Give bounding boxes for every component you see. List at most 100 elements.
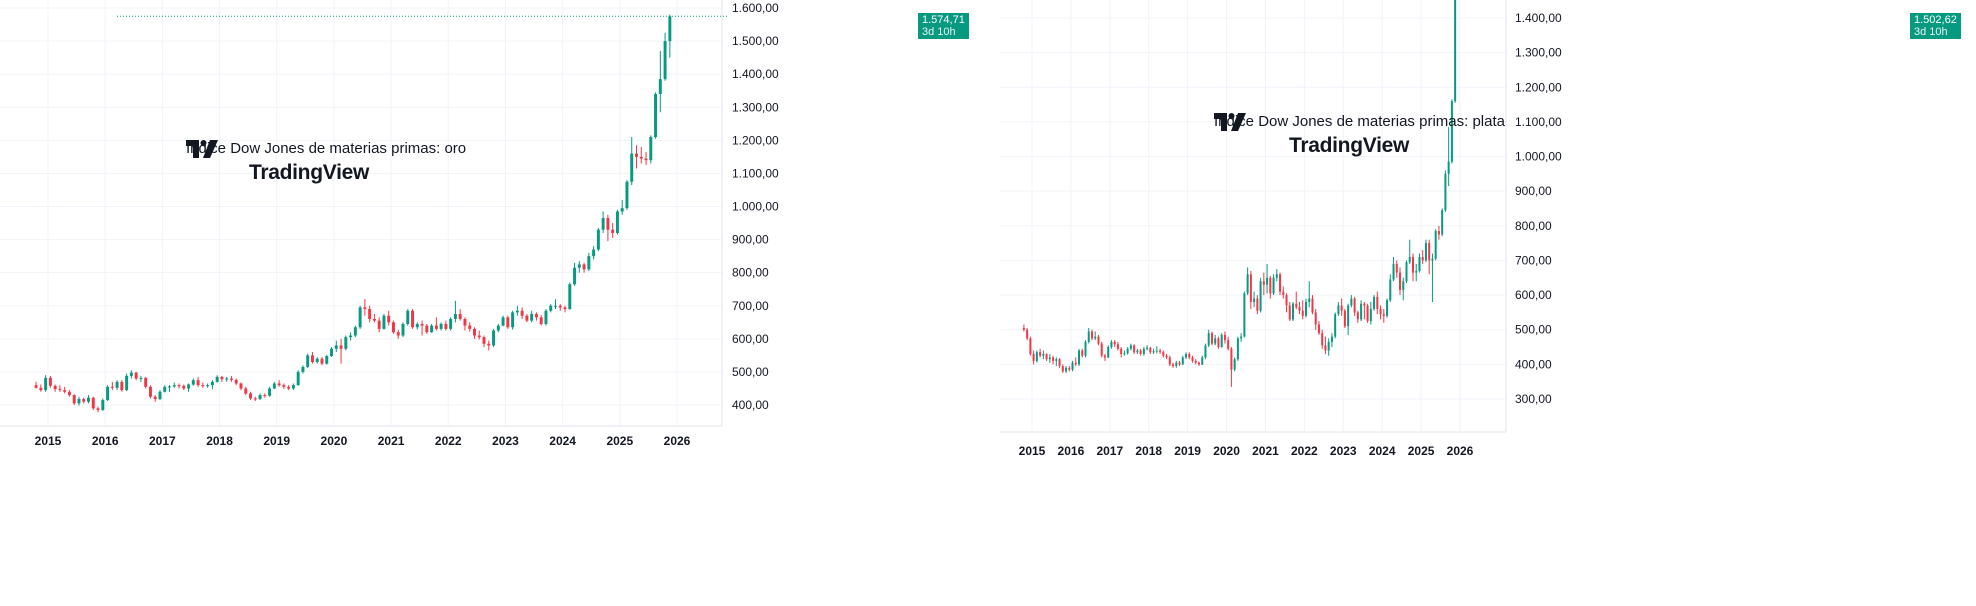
- price-tick-label: 900,00: [1515, 184, 1552, 198]
- candle-body: [1123, 353, 1126, 355]
- candle-body: [1269, 277, 1272, 294]
- candle-body: [1142, 348, 1145, 354]
- tradingview-logo: TradingView: [1214, 113, 1505, 158]
- candle-body: [1249, 274, 1252, 303]
- candle-body: [1308, 298, 1311, 303]
- candle-body: [1399, 272, 1402, 290]
- candle: [58, 385, 62, 392]
- candle: [196, 376, 200, 387]
- candle: [277, 380, 281, 387]
- candle-body: [1168, 357, 1171, 365]
- candle: [1444, 170, 1447, 212]
- candle-body: [1275, 274, 1278, 278]
- candle: [1204, 343, 1207, 360]
- price-tick-label: 600,00: [1515, 288, 1552, 302]
- candle: [125, 373, 129, 392]
- candle: [1172, 362, 1175, 368]
- price-tick-label: 800,00: [732, 266, 769, 280]
- price-tick-label: 1.200,00: [1515, 80, 1562, 94]
- candle-body: [425, 325, 429, 333]
- candle-body: [1217, 338, 1220, 348]
- candle: [310, 352, 314, 364]
- candle: [1292, 302, 1295, 322]
- candle: [34, 381, 38, 389]
- candle-body: [48, 377, 52, 386]
- time-axis[interactable]: 2015 2016 2017 2018 2019 2020 2021 2022 2023 2024…: [1019, 444, 1474, 458]
- candle-body: [110, 386, 114, 388]
- silver-chart-canvas[interactable]: 300,00 400,00 500,00 600,00 700,00 800,00 900,…: [1000, 0, 1976, 606]
- last-price-badge: 1.574,71 3d 10h: [918, 13, 969, 39]
- candle-body: [67, 391, 71, 396]
- time-axis[interactable]: 2015 2016 2017 2018 2019 2020 2021 2022 2023 2024…: [35, 434, 691, 448]
- candle: [1411, 253, 1414, 282]
- candle-body: [168, 386, 171, 388]
- candle: [1437, 225, 1440, 240]
- candle: [1120, 347, 1123, 358]
- price-tick-label: 900,00: [732, 233, 769, 247]
- candle-body: [87, 397, 90, 402]
- candle-body: [1253, 298, 1256, 303]
- last-price-badge: 1.502,62 3d 10h: [1910, 13, 1961, 39]
- candle: [544, 309, 548, 326]
- candle-body: [34, 385, 38, 388]
- candle-body: [1227, 340, 1230, 349]
- silver-chart-panel: 300,00 400,00 500,00 600,00 700,00 800,00 900,…: [1000, 0, 1976, 606]
- price-axis[interactable]: 300,00 400,00 500,00 600,00 700,00 800,00 900,…: [1515, 11, 1562, 406]
- candle-body: [473, 328, 476, 336]
- candle: [263, 393, 267, 398]
- candle: [139, 375, 143, 382]
- candle: [1194, 359, 1197, 365]
- candle: [1236, 336, 1239, 361]
- gold-chart-canvas[interactable]: 400,00 500,00 600,00 700,00 800,00 900,00 1.00…: [0, 0, 1000, 606]
- candle: [134, 371, 138, 381]
- candle-body: [1220, 334, 1223, 348]
- candle: [649, 135, 653, 164]
- candle-body: [534, 314, 538, 318]
- candle: [206, 383, 210, 388]
- candle-body: [239, 383, 243, 389]
- candle-body: [1136, 350, 1139, 353]
- candle-body: [654, 94, 658, 138]
- candle-body: [449, 318, 453, 329]
- candle: [129, 370, 133, 379]
- candle: [530, 310, 534, 323]
- candle: [663, 32, 667, 81]
- time-tick-label: 2019: [1174, 444, 1201, 458]
- candle: [1123, 350, 1126, 356]
- candle: [558, 304, 562, 311]
- candle: [1350, 295, 1353, 308]
- candle-body: [1402, 281, 1405, 290]
- candle: [358, 305, 362, 329]
- candle-body: [1094, 336, 1097, 339]
- candle-body: [96, 408, 100, 410]
- candle: [229, 375, 233, 382]
- time-tick-label: 2020: [321, 434, 348, 448]
- time-tick-label: 2024: [1369, 444, 1396, 458]
- candle: [1165, 353, 1168, 360]
- candle-body: [1126, 348, 1129, 354]
- candle: [96, 406, 100, 413]
- price-tick-label: 300,00: [1515, 392, 1552, 406]
- candle-body: [439, 323, 443, 329]
- candle: [1240, 333, 1243, 342]
- candle: [382, 314, 386, 330]
- candle-body: [1386, 300, 1389, 316]
- candle: [477, 330, 481, 340]
- candle-body: [44, 377, 48, 391]
- candle-body: [1039, 352, 1042, 356]
- candle: [215, 375, 219, 383]
- candle-body: [134, 372, 138, 379]
- candle: [244, 386, 248, 396]
- price-axis[interactable]: 400,00 500,00 600,00 700,00 800,00 900,00 1.00…: [732, 1, 779, 412]
- candle: [1304, 298, 1307, 318]
- candle: [1308, 281, 1311, 308]
- candle: [1279, 272, 1282, 296]
- candle: [1061, 364, 1064, 374]
- candle: [487, 340, 491, 351]
- candle-body: [1424, 243, 1427, 261]
- candle-body: [306, 355, 310, 367]
- candle: [1039, 348, 1042, 358]
- candle-body: [1081, 350, 1084, 356]
- candle: [148, 385, 152, 399]
- candle: [1285, 293, 1288, 313]
